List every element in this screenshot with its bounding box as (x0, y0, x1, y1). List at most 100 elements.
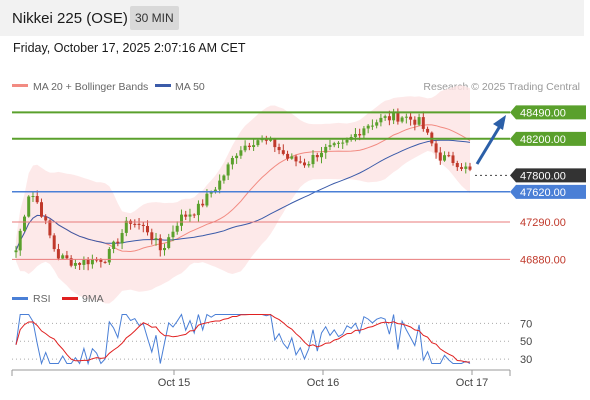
candle-body (133, 223, 137, 225)
candle-body (315, 155, 319, 158)
candle-body (184, 214, 188, 217)
candle-body (103, 261, 107, 263)
ma20-legend-label: MA 20 + Bollinger Bands (33, 81, 148, 93)
candle-body (35, 196, 39, 203)
candle-body (235, 155, 239, 159)
rsi-tick-label: 50 (520, 336, 532, 348)
candle-body (14, 250, 18, 253)
candle-body (362, 128, 366, 136)
candle-body (409, 116, 413, 120)
x-axis-tick-label: Oct 15 (158, 377, 190, 389)
candle-body (252, 145, 256, 147)
candle-body (396, 112, 400, 122)
candle-body (337, 142, 340, 144)
candle-body (366, 125, 370, 129)
rsi-ma-legend-swatch (62, 297, 78, 300)
rsi-line (15, 313, 471, 366)
candle-body (256, 140, 260, 146)
candle-body (328, 145, 332, 147)
candle-body (171, 231, 175, 238)
rsi-tick-label: 30 (520, 354, 532, 366)
ma50-legend-swatch (155, 84, 171, 87)
candle-body (426, 128, 430, 133)
candle-body (277, 147, 281, 151)
candle-body (18, 230, 22, 251)
candle-body (192, 214, 196, 216)
candle-body (112, 241, 116, 249)
candle-body (464, 166, 468, 169)
interval-selector[interactable]: 30 MIN (130, 6, 179, 30)
candle-body (180, 214, 183, 226)
candle-body (447, 155, 451, 157)
candle-body (243, 145, 247, 151)
level-price-label: 47800.00 (520, 170, 566, 182)
candle-body (209, 192, 213, 194)
candle-body (141, 224, 145, 226)
rsi-legend-swatch (12, 297, 28, 300)
level-price-label: 46880.00 (520, 254, 566, 266)
candle-body (222, 175, 226, 181)
forecast-arrow-shaft (475, 125, 502, 165)
candle-body (307, 164, 311, 166)
candle-body (230, 158, 234, 165)
candle-body (218, 180, 222, 190)
candle-body (52, 235, 56, 250)
candle-body (116, 241, 120, 244)
candle-body (421, 117, 425, 129)
price-layer (14, 85, 472, 304)
candle-body (175, 225, 179, 232)
candle-body (370, 125, 374, 127)
candle-body (392, 112, 396, 121)
candle-body (264, 139, 268, 141)
candle-body (239, 150, 243, 156)
candle-body (40, 202, 43, 217)
candle-body (383, 116, 387, 118)
candle-body (95, 259, 99, 261)
candle-body (247, 145, 251, 147)
x-axis-ticks: Oct 15 Oct 16 Oct 17 (158, 370, 488, 389)
level-price-label: 48490.00 (520, 107, 566, 119)
candle-body (332, 143, 336, 146)
candle-body (417, 117, 421, 125)
level-price-tag (510, 131, 586, 146)
rsi-layer: 70 50 30 (12, 313, 532, 366)
candle-body (167, 237, 171, 248)
x-axis-tick-label: Oct 16 (307, 377, 339, 389)
level-price-tag (510, 105, 586, 120)
candle-body (413, 119, 417, 125)
ma20-legend-swatch (12, 84, 28, 87)
candle-body (78, 263, 82, 265)
candle-body (90, 259, 94, 265)
instrument-title: Nikkei 225 (OSE) (12, 10, 128, 27)
candle-body (48, 220, 52, 236)
candle-body (69, 258, 73, 266)
candle-body (269, 139, 273, 141)
candle-body (205, 193, 209, 206)
candle-body (443, 155, 446, 161)
candle-body (324, 146, 328, 153)
candle-body (455, 163, 459, 168)
candle-body (150, 232, 154, 240)
candle-body (99, 259, 103, 262)
candle-body (379, 117, 383, 123)
candle-body (303, 162, 306, 166)
candle-body (286, 153, 290, 159)
candle-body (311, 155, 315, 165)
candle-body (345, 139, 349, 143)
candle-body (273, 139, 277, 148)
candle-body (154, 238, 158, 240)
level-price-label: 48200.00 (520, 134, 566, 146)
candle-body (196, 203, 200, 216)
candle-body (438, 152, 442, 161)
candle-body (23, 216, 26, 231)
candle-body (341, 142, 345, 144)
forecast-arrow-head (493, 115, 506, 130)
rsi-ma-legend-label: 9MA (82, 293, 104, 305)
candle-body (281, 150, 285, 154)
candle-body (61, 255, 65, 259)
candle-body (158, 238, 162, 251)
level-price-label: 47290.00 (520, 217, 566, 229)
candle-body (124, 220, 128, 233)
candle-body (404, 116, 408, 118)
